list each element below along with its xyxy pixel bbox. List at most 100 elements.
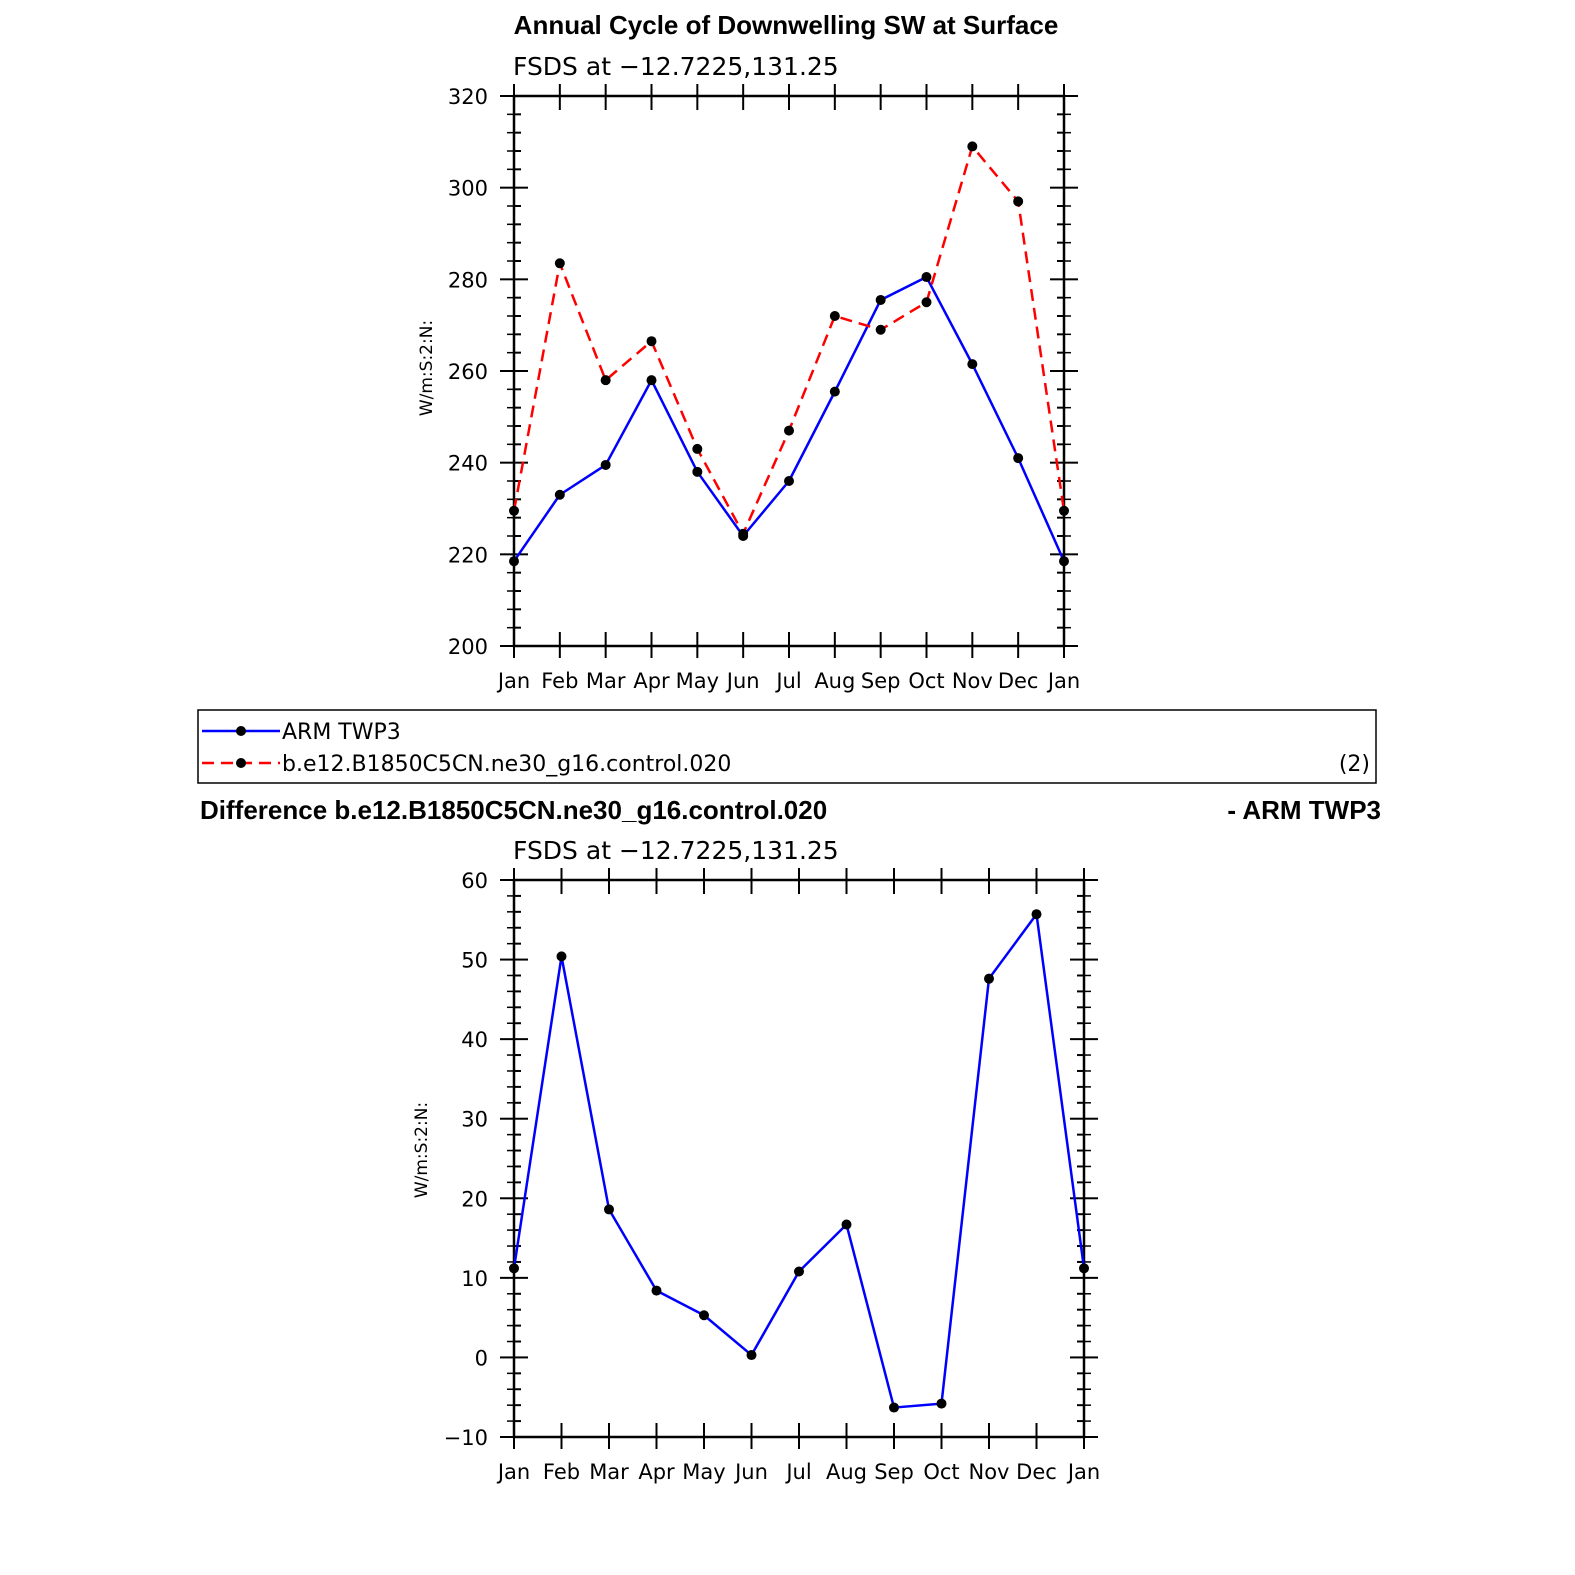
chart1-series-0-point <box>967 359 978 370</box>
legend-note: (2) <box>1339 752 1370 777</box>
chart2-title-left: Difference b.e12.B1850C5CN.ne30_g16.cont… <box>200 795 827 825</box>
chart2-xtick-label: Dec <box>1016 1460 1057 1484</box>
chart1-series-0-point <box>875 294 886 305</box>
chart1-xtick-label: Sep <box>861 669 901 693</box>
chart1-xtick-label: Mar <box>586 669 626 693</box>
chart1-ytick-label: 220 <box>448 543 488 567</box>
chart1-xtick-label: Nov <box>952 669 993 693</box>
chart2-series-0-point <box>699 1310 709 1321</box>
legend-label-arm: ARM TWP3 <box>282 720 401 745</box>
chart1-series-0-point <box>921 272 932 283</box>
chart2-xtick-label: Oct <box>923 1460 959 1484</box>
chart2-ytick-label: 10 <box>461 1267 488 1291</box>
chart1-xtick-label: Jan <box>1046 669 1080 693</box>
legend: ARM TWP3 b.e12.B1850C5CN.ne30_g16.contro… <box>197 709 1377 784</box>
chart1-series-0-point <box>829 386 840 397</box>
chart1-ytick-label: 320 <box>448 85 488 109</box>
chart1-xtick-label: Jun <box>725 669 760 693</box>
chart2-series-0-point <box>604 1204 614 1215</box>
chart1-series-1-point <box>784 425 794 436</box>
chart1-series-1-point <box>1059 505 1069 516</box>
chart2-series-0-point <box>651 1285 662 1296</box>
chart2-xtick-label: Nov <box>969 1460 1010 1484</box>
chart2-xtick-label: Mar <box>589 1460 629 1484</box>
chart2-ytick-label: 30 <box>461 1108 488 1132</box>
chart2-series-0-point <box>936 1398 947 1409</box>
chart1-series-0-point <box>646 375 657 386</box>
chart2-series-0-point <box>1031 909 1042 920</box>
chart2-xtick-label: Feb <box>543 1460 580 1484</box>
chart2-series-0-point <box>984 973 994 984</box>
chart2-xtick-label: Jun <box>733 1460 768 1484</box>
chart2-title-right: - ARM TWP3 <box>1227 795 1381 825</box>
chart1-xtick-label: Feb <box>541 669 578 693</box>
chart2-series-line-0 <box>512 912 1086 1409</box>
chart2-series-0-point <box>794 1266 804 1277</box>
chart1-xtick-label: Aug <box>814 669 855 693</box>
chart1-xtick-label: Jan <box>496 669 530 693</box>
legend-label-model: b.e12.B1850C5CN.ne30_g16.control.020 <box>282 752 731 777</box>
chart2-xtick-label: Jan <box>496 1460 530 1484</box>
chart1-series-0-point <box>554 489 565 500</box>
chart1-series-line-0 <box>512 275 1066 562</box>
chart1-ytick-label: 260 <box>448 360 488 384</box>
chart1-xtick-label: May <box>676 669 719 693</box>
chart1-series-0-point <box>784 476 794 486</box>
chart1-plot: 200 220 240 260 280 300 320 Jan Feb Mar Apr May Jun J… <box>448 84 1080 693</box>
chart1-series-1-point <box>875 324 886 335</box>
chart2-ytick-label: 60 <box>461 869 488 893</box>
chart1-ytick-label: 200 <box>448 635 488 659</box>
chart2-ytick-label: 20 <box>461 1187 488 1211</box>
chart2-series-0-point <box>841 1219 852 1230</box>
chart1-series-0-point <box>692 466 703 477</box>
chart1-series-1-point <box>600 375 611 386</box>
legend-marker-model <box>236 758 246 768</box>
chart2-xtick-label: Sep <box>874 1460 914 1484</box>
chart1-series-0-point <box>1059 556 1069 567</box>
chart1-series-1-point <box>921 297 932 308</box>
legend-marker-arm <box>236 726 246 736</box>
chart1-series-1-point <box>967 141 978 152</box>
chart1-series-1-point <box>509 505 519 516</box>
chart2-ytick-label: 50 <box>461 949 488 973</box>
chart1-series-1-point <box>829 311 840 321</box>
chart1-ytick-label: 280 <box>448 268 488 292</box>
legend-box <box>197 709 1377 784</box>
chart1-xtick-label: Oct <box>908 669 944 693</box>
chart2-xtick-label: Jul <box>784 1460 811 1484</box>
chart2-series-0-point <box>889 1402 899 1413</box>
chart1-ytick-label: 300 <box>448 177 488 201</box>
chart2-ylabel: W/m:S:2:N: <box>412 1102 432 1198</box>
chart2-xtick-label: Aug <box>826 1460 867 1484</box>
chart1-series-1-point <box>1013 196 1024 207</box>
chart2-series-0-point <box>746 1350 757 1361</box>
chart1-ytick-label: 240 <box>448 452 488 476</box>
chart1-subtitle: FSDS at −12.7225,131.25 <box>513 52 839 81</box>
chart2-plot: −10 0 10 20 30 40 50 60 Jan Feb Mar Apr May Jun Jul Aug… <box>444 868 1100 1484</box>
chart2-series-0-point <box>556 951 567 962</box>
chart1-series-0-point <box>600 459 611 470</box>
chart1-xtick-label: Apr <box>633 669 670 693</box>
chart1-xtick-label: Jul <box>774 669 801 693</box>
chart1-title: Annual Cycle of Downwelling SW at Surfac… <box>514 10 1059 40</box>
chart2-subtitle: FSDS at −12.7225,131.25 <box>513 836 839 865</box>
chart2-ytick-label: −10 <box>444 1426 488 1450</box>
chart1-series-1-point <box>646 336 657 347</box>
chart1-series-1-point <box>738 528 749 539</box>
chart2-xtick-label: Jan <box>1066 1460 1100 1484</box>
chart1-frame <box>512 94 1066 648</box>
chart1-series-0-point <box>1013 453 1024 464</box>
chart2-series-0-point <box>509 1263 519 1274</box>
chart2-ytick-label: 40 <box>461 1028 488 1052</box>
chart1-series-1-point <box>692 443 703 454</box>
chart1-ylabel: W/m:S:2:N: <box>417 320 437 416</box>
chart1-series-0-point <box>509 556 519 567</box>
chart2-xtick-label: Apr <box>638 1460 675 1484</box>
chart2-xtick-label: May <box>682 1460 725 1484</box>
chart1-xtick-label: Dec <box>998 669 1039 693</box>
chart1-series-1-point <box>554 258 565 269</box>
chart2-ytick-label: 0 <box>475 1346 488 1370</box>
chart1-series-line-1 <box>512 145 1066 535</box>
chart2-series-0-point <box>1079 1263 1089 1274</box>
